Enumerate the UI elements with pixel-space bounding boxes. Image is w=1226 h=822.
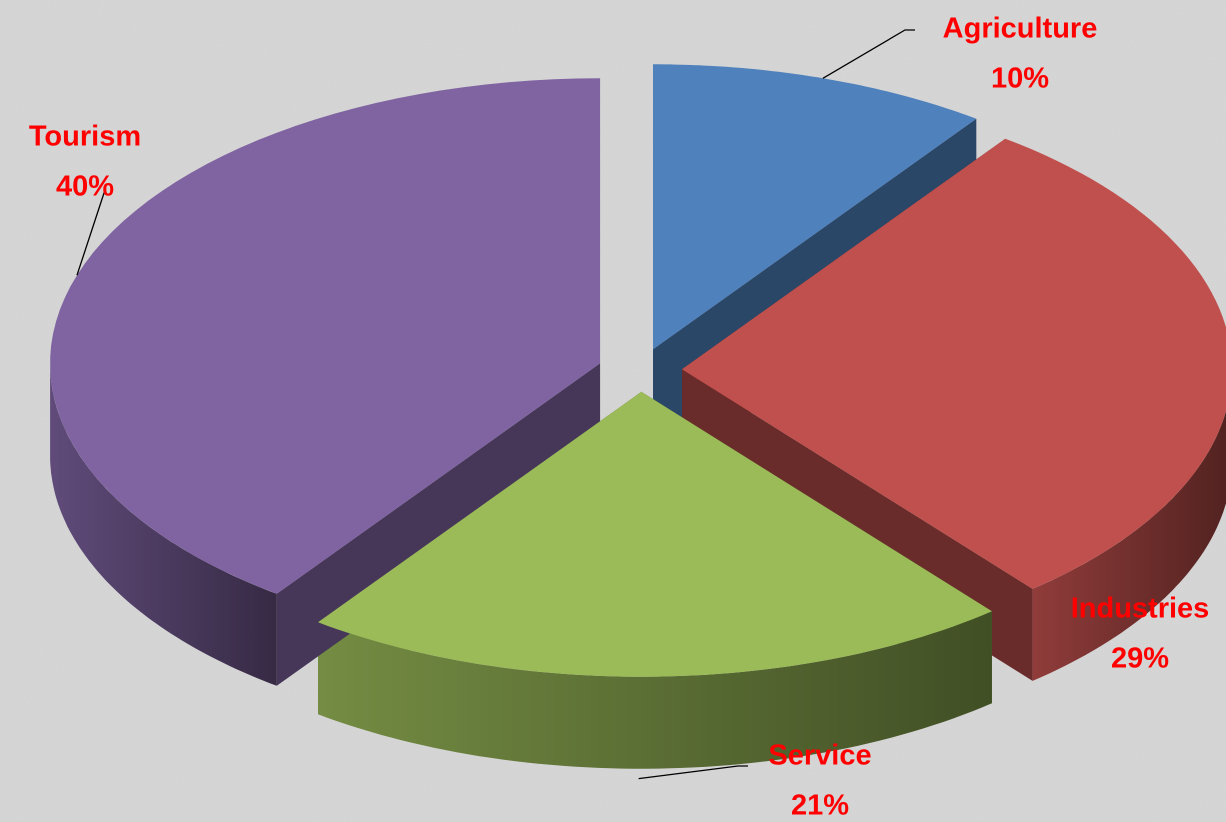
- slice-value-label: 21%: [791, 790, 849, 822]
- slice: [653, 64, 977, 350]
- leader-line: [76, 189, 106, 276]
- slice-value-label: 10%: [991, 63, 1049, 95]
- slice-label: Agriculture: [943, 13, 1098, 45]
- slice-tops: [50, 64, 1226, 677]
- labels: Agriculture 10% Industries 29% Service 21% Tou…: [29, 13, 1209, 822]
- slice-value-label: 40%: [56, 171, 114, 203]
- slice-outer-wall: [318, 611, 992, 769]
- leader-line: [638, 765, 748, 780]
- slice: [682, 138, 1226, 589]
- slice-label: Industries: [1071, 593, 1210, 625]
- slice-outer-wall: [1032, 411, 1226, 681]
- slice-label: Tourism: [29, 121, 141, 153]
- slice: [50, 78, 601, 594]
- leader-line: [822, 29, 915, 79]
- slice-label: Service: [768, 740, 871, 772]
- slice: [318, 391, 992, 677]
- slice-value-label: 29%: [1111, 643, 1169, 675]
- slice-outer-wall: [50, 363, 277, 686]
